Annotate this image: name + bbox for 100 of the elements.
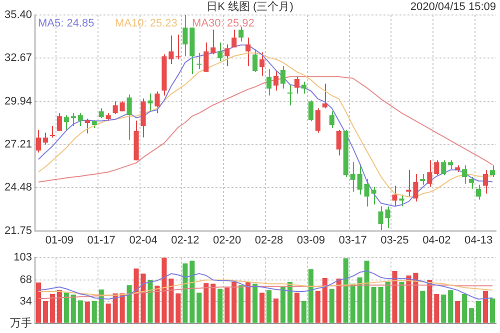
chart-title: 日K 线图 (三个月) <box>206 1 294 13</box>
bar <box>92 301 97 323</box>
bar <box>70 294 76 323</box>
candlestick <box>182 14 188 57</box>
bar <box>315 290 320 323</box>
x-tick-label: 02-04 <box>129 234 158 246</box>
bar <box>273 298 278 323</box>
bar <box>232 282 237 323</box>
bar <box>490 298 496 323</box>
candlestick <box>259 52 265 76</box>
bar <box>196 292 202 323</box>
bar <box>455 301 460 323</box>
bar <box>301 301 306 323</box>
bar <box>162 258 167 323</box>
bar <box>204 283 209 323</box>
candlestick <box>413 174 418 202</box>
y-tick-label: 万手 <box>10 316 32 330</box>
bar <box>392 271 398 323</box>
candlestick <box>56 112 62 132</box>
bar <box>469 308 474 323</box>
bar <box>176 293 181 323</box>
text: 2020/04/15 15:09 <box>410 0 496 14</box>
candlestick <box>399 194 404 207</box>
bar <box>357 277 362 323</box>
bar <box>441 294 446 323</box>
bar <box>154 286 160 323</box>
candlestick <box>224 44 230 67</box>
candlestick <box>294 75 300 94</box>
bar <box>420 290 426 323</box>
candlestick <box>70 112 76 126</box>
bar <box>106 304 111 323</box>
candlestick <box>218 42 223 62</box>
candlestick <box>392 185 398 207</box>
bar <box>350 284 356 323</box>
candlestick <box>252 48 258 72</box>
y-tick-label: 103 <box>14 252 32 264</box>
x-tick-label: 02-20 <box>213 234 242 246</box>
y-tick-label: 27.21 <box>4 138 32 151</box>
candlestick <box>308 100 314 122</box>
x-tick-label: 04-02 <box>422 234 451 246</box>
candlestick <box>280 66 286 90</box>
candlestick <box>84 118 90 134</box>
y-tick-label: 68 <box>20 274 32 286</box>
candlestick <box>420 174 426 186</box>
bar <box>448 290 454 323</box>
bar <box>126 285 132 323</box>
candlestick <box>329 110 334 128</box>
bar <box>84 302 90 323</box>
bar <box>182 263 188 323</box>
bar <box>190 260 195 323</box>
candlestick <box>232 29 237 48</box>
bar <box>483 290 488 323</box>
bar <box>224 288 230 323</box>
text: MA30: 25.92 <box>192 18 254 30</box>
bar <box>252 284 258 323</box>
candlestick <box>357 164 362 196</box>
bar <box>218 288 223 323</box>
candlestick <box>441 160 446 176</box>
bar <box>64 292 69 323</box>
y-tick-label: 29.94 <box>4 95 32 108</box>
candlestick <box>476 184 482 200</box>
bar <box>427 280 432 323</box>
y-tick-label: 24.48 <box>4 182 32 194</box>
bar <box>364 260 370 323</box>
candlestick <box>462 164 468 184</box>
x-tick-label: 01-17 <box>87 234 116 246</box>
candlestick <box>168 35 174 65</box>
candlestick <box>273 70 278 92</box>
candlestick <box>204 42 209 72</box>
bar <box>140 274 146 323</box>
bar <box>336 278 342 323</box>
candlestick <box>36 129 42 154</box>
text: MA10: 25.23 <box>115 18 178 30</box>
text: MA5: 24.85 <box>38 18 94 30</box>
y-tick-label: 35.40 <box>4 9 32 22</box>
bar <box>406 275 412 323</box>
candlestick <box>210 29 216 55</box>
candlestick <box>483 170 488 194</box>
candlestick <box>287 84 292 106</box>
candlestick <box>98 108 104 119</box>
candlestick <box>266 68 272 96</box>
candlestick <box>154 91 160 114</box>
x-tick-label: 03-25 <box>380 234 409 246</box>
candlestick <box>434 160 440 176</box>
bar <box>168 278 174 323</box>
bar <box>280 286 286 323</box>
candlestick <box>64 114 69 130</box>
candlestick <box>196 52 202 70</box>
candlestick <box>322 83 328 109</box>
bar <box>56 290 62 323</box>
bar <box>246 282 251 323</box>
bar <box>413 272 418 323</box>
bar <box>462 294 468 323</box>
candlestick <box>371 186 376 206</box>
x-tick-label: 02-12 <box>171 234 200 246</box>
bar <box>322 278 328 323</box>
bar <box>294 292 300 323</box>
candlestick <box>148 93 153 112</box>
bar <box>98 290 104 323</box>
candlestick <box>469 176 474 190</box>
